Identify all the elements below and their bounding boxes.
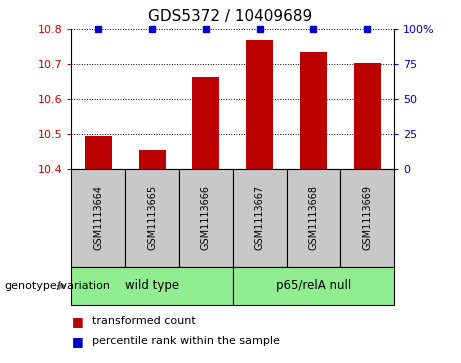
Text: transformed count: transformed count: [92, 316, 196, 326]
Bar: [300, 52, 327, 169]
Text: GSM1113669: GSM1113669: [362, 185, 372, 250]
Text: p65/relA null: p65/relA null: [276, 280, 351, 292]
Text: percentile rank within the sample: percentile rank within the sample: [92, 336, 280, 346]
Text: wild type: wild type: [125, 280, 179, 292]
Text: GSM1113664: GSM1113664: [93, 185, 103, 250]
Bar: [193, 77, 219, 169]
Text: GSM1113665: GSM1113665: [147, 185, 157, 250]
Text: GSM1113666: GSM1113666: [201, 185, 211, 250]
Text: genotype/variation: genotype/variation: [5, 281, 111, 291]
Text: GSM1113667: GSM1113667: [254, 185, 265, 250]
Text: ■: ■: [71, 315, 83, 328]
Bar: [139, 150, 165, 169]
Text: GSM1113668: GSM1113668: [308, 185, 319, 250]
Bar: [85, 136, 112, 169]
Bar: [246, 40, 273, 169]
Bar: [354, 63, 381, 169]
Text: GDS5372 / 10409689: GDS5372 / 10409689: [148, 9, 313, 24]
Text: ■: ■: [71, 335, 83, 348]
